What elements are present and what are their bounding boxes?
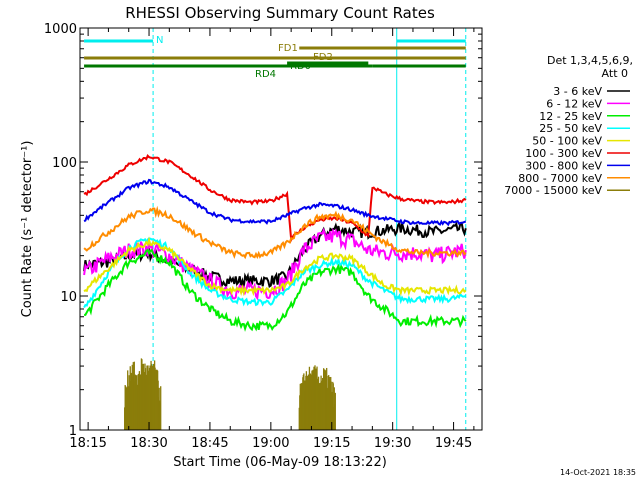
flag-label-fd2: FD2	[313, 52, 333, 63]
chart-title: RHESSI Observing Summary Count Rates	[125, 4, 435, 22]
series-25-50-kev	[83, 237, 467, 309]
plot-frame	[79, 27, 483, 431]
y-axis-label: Count Rate (s⁻¹ detector⁻¹)	[20, 141, 35, 318]
legend-label-5: 100 - 300 keV	[525, 147, 602, 160]
legend-label-0: 3 - 6 keV	[553, 85, 602, 98]
footer-timestamp: 14-Oct-2021 18:35	[560, 468, 636, 477]
flag-label-fd1: FD1	[278, 43, 298, 54]
series-800-7000-kev	[83, 205, 467, 260]
flag-label-n: N	[156, 35, 163, 46]
series-12-25-kev	[84, 248, 467, 332]
x-tick-label-3: 19:00	[252, 436, 289, 451]
y-tick-label-0: 1	[69, 424, 77, 439]
x-tick-label-2: 18:45	[191, 436, 228, 451]
series-6-12-kev	[83, 227, 467, 301]
legend-label-4: 50 - 100 keV	[532, 135, 602, 148]
series-50-100-kev	[83, 236, 467, 297]
legend-label-8: 7000 - 15000 keV	[504, 184, 602, 197]
legend-header-line-1: Det 1,3,4,5,6,9,	[547, 54, 633, 67]
x-tick-label-5: 19:30	[374, 436, 411, 451]
x-tick-label-0: 18:15	[69, 436, 106, 451]
legend-label-1: 6 - 12 keV	[546, 97, 602, 110]
legend-label-2: 12 - 25 keV	[539, 110, 602, 123]
x-axis-label: Start Time (06-May-09 18:13:22)	[173, 455, 387, 470]
legend-label-7: 800 - 7000 keV	[518, 172, 602, 185]
series-300-800-kev	[83, 178, 467, 227]
x-tick-label-1: 18:30	[130, 436, 167, 451]
series-100-300-kev	[83, 154, 467, 244]
y-tick-label-1: 10	[60, 290, 77, 305]
legend-label-3: 25 - 50 keV	[539, 122, 602, 135]
x-tick-label-6: 19:45	[435, 436, 472, 451]
y-tick-label-2: 100	[52, 156, 77, 171]
legend-header-line-2: Att 0	[602, 67, 628, 80]
x-tick-label-4: 19:15	[313, 436, 350, 451]
flag-label-rd4: RD4	[255, 69, 276, 80]
y-tick-label-3: 1000	[44, 22, 77, 37]
legend-label-6: 300 - 800 keV	[525, 159, 602, 172]
